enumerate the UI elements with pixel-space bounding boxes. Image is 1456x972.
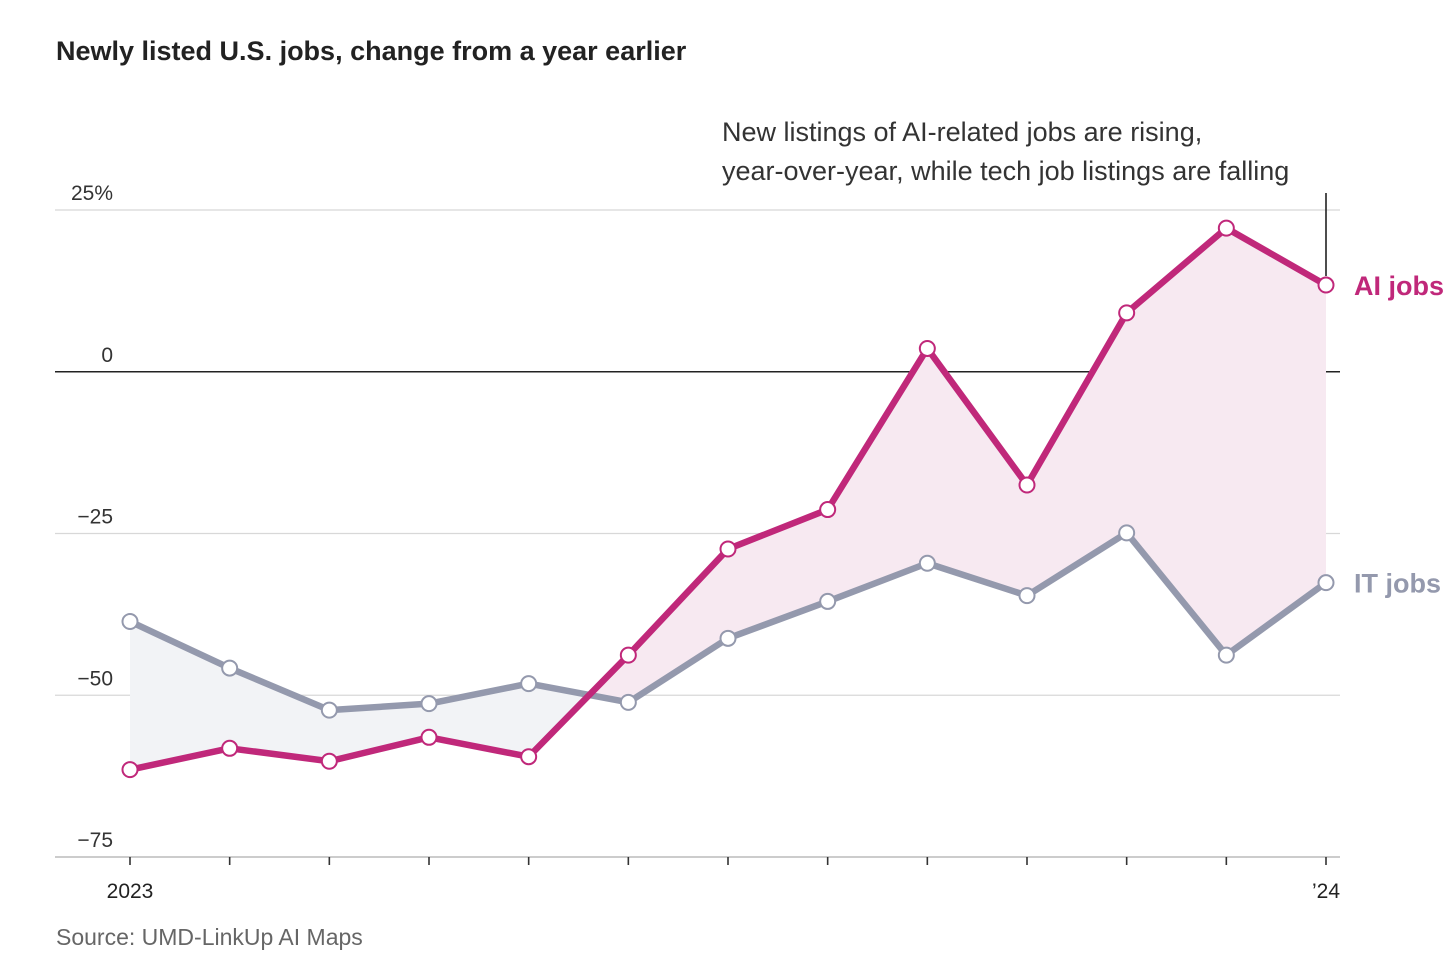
x-tick-label: ’24 bbox=[1312, 880, 1340, 903]
series-markers bbox=[121, 219, 1335, 779]
annotation-text: New listings of AI-related jobs are risi… bbox=[722, 117, 1202, 147]
annotation-text: year-over-year, while tech job listings … bbox=[722, 156, 1289, 186]
marker-it-jobs bbox=[619, 693, 637, 711]
series-label-it-jobs: IT jobs bbox=[1354, 569, 1441, 599]
marker-it-jobs bbox=[1317, 574, 1335, 592]
y-tick-label: −25 bbox=[77, 506, 113, 529]
y-axis-labels: 25% 0 −25 −50 −75 bbox=[71, 182, 113, 852]
chart-title: Newly listed U.S. jobs, change from a ye… bbox=[56, 36, 687, 66]
marker-ai-jobs bbox=[719, 540, 737, 558]
y-tick-label: −75 bbox=[77, 829, 113, 852]
marker-ai-jobs bbox=[619, 646, 637, 664]
marker-ai-jobs bbox=[819, 501, 837, 519]
area-it-above bbox=[130, 621, 590, 770]
gap-areas bbox=[130, 228, 1326, 770]
x-tick-label: 2023 bbox=[107, 880, 154, 903]
y-tick-label: 0 bbox=[101, 344, 113, 367]
series-labels: AI jobs IT jobs bbox=[1354, 271, 1444, 599]
x-axis: 2023 ’24 bbox=[55, 856, 1340, 903]
marker-it-jobs bbox=[520, 675, 538, 693]
marker-ai-jobs bbox=[221, 739, 239, 757]
marker-it-jobs bbox=[719, 629, 737, 647]
y-tick-label: −50 bbox=[77, 667, 113, 690]
marker-it-jobs bbox=[121, 612, 139, 630]
marker-ai-jobs bbox=[420, 728, 438, 746]
marker-ai-jobs bbox=[1018, 476, 1036, 494]
y-tick-label: 25% bbox=[71, 182, 113, 205]
marker-it-jobs bbox=[420, 695, 438, 713]
source-note: Source: UMD-LinkUp AI Maps bbox=[56, 924, 363, 950]
annotation: New listings of AI-related jobs are risi… bbox=[722, 117, 1327, 277]
marker-it-jobs bbox=[1118, 524, 1136, 542]
marker-ai-jobs bbox=[121, 761, 139, 779]
series-label-ai-jobs: AI jobs bbox=[1354, 271, 1444, 301]
marker-it-jobs bbox=[1018, 587, 1036, 605]
marker-ai-jobs bbox=[1217, 219, 1235, 237]
area-ai-above bbox=[589, 228, 1326, 703]
marker-it-jobs bbox=[918, 554, 936, 572]
marker-ai-jobs bbox=[1118, 304, 1136, 322]
marker-it-jobs bbox=[1217, 646, 1235, 664]
marker-it-jobs bbox=[819, 592, 837, 610]
marker-ai-jobs bbox=[520, 748, 538, 766]
marker-ai-jobs bbox=[1317, 276, 1335, 294]
marker-it-jobs bbox=[320, 701, 338, 719]
marker-ai-jobs bbox=[918, 339, 936, 357]
marker-ai-jobs bbox=[320, 752, 338, 770]
marker-it-jobs bbox=[221, 659, 239, 677]
